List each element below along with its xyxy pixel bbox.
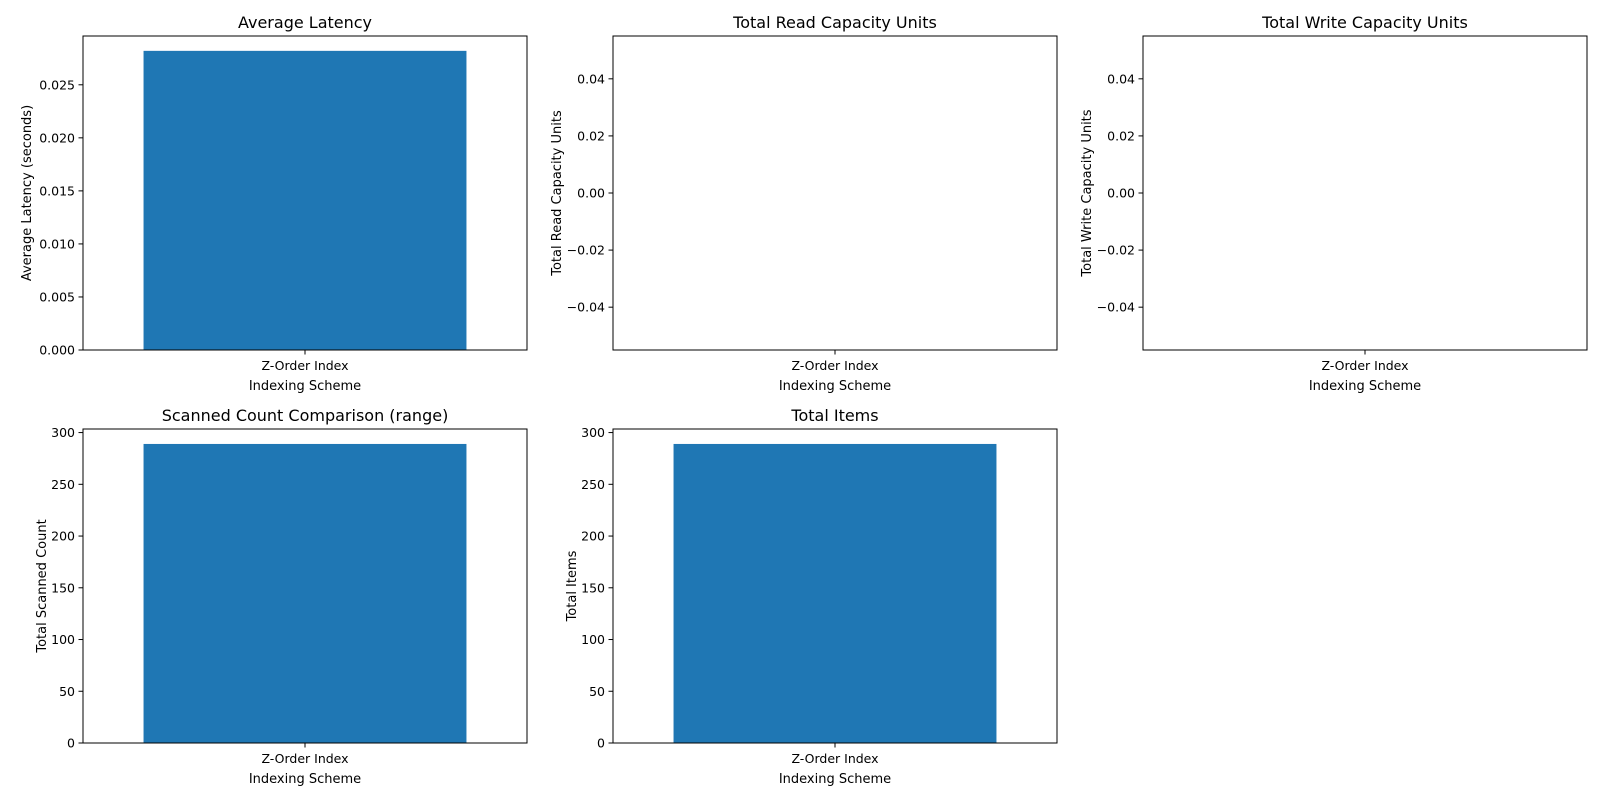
y-tick-label: 150 [581, 580, 605, 595]
y-tick-label: 0 [597, 736, 605, 751]
x-tick-label: Z-Order Index [261, 751, 348, 766]
x-axis-label: Indexing Scheme [249, 772, 361, 787]
y-tick-label: 0.02 [1107, 128, 1135, 143]
x-axis-label: Indexing Scheme [249, 379, 361, 394]
y-tick-label: 0.015 [39, 183, 75, 198]
y-axis-label: Total Items [565, 550, 580, 622]
y-axis-label: Average Latency (seconds) [20, 105, 35, 281]
y-axis-label: Total Write Capacity Units [1080, 109, 1095, 277]
y-tick-label: −0.04 [1097, 300, 1135, 315]
y-tick-label: 0.020 [39, 130, 75, 145]
axes-frame [82, 35, 528, 351]
chart-title: Total Items [790, 406, 878, 425]
axes-frame [612, 428, 1058, 744]
y-tick-label: 0 [67, 736, 75, 751]
y-tick-label: 250 [51, 477, 75, 492]
x-tick-label: Z-Order Index [791, 751, 878, 766]
axes-frame [82, 428, 528, 744]
chart-title: Average Latency [238, 13, 372, 32]
subplot-3: Z-Order Index −0.04 −0.02 0.00 0.02 0.04 Total… [1080, 13, 1588, 394]
x-tick-label: Z-Order Index [261, 358, 348, 373]
bar-z-order-index [673, 443, 997, 743]
subplot-5: Z-Order Index 0 50 100 150 200 250 300 Total Ite… [565, 406, 1058, 787]
axes-frame [1142, 35, 1588, 351]
y-axis-label: Total Scanned Count [35, 519, 50, 653]
chart-title: Total Write Capacity Units [1261, 13, 1468, 32]
y-tick-label: 200 [581, 529, 605, 544]
x-axis-label: Indexing Scheme [779, 379, 891, 394]
bar-z-order-index [143, 443, 467, 743]
y-tick-label: 50 [589, 684, 605, 699]
subplot-1: Z-Order Index 0.000 0.005 0.010 0.015 0.020 0.… [20, 13, 528, 394]
y-tick-label: 50 [59, 684, 75, 699]
y-tick-label: −0.04 [567, 300, 605, 315]
x-tick-label: Z-Order Index [791, 358, 878, 373]
y-tick-label: 300 [581, 425, 605, 440]
axes-frame [612, 35, 1058, 351]
y-tick-label: 100 [581, 632, 605, 647]
y-tick-label: 200 [51, 529, 75, 544]
y-tick-label: 0.000 [39, 343, 75, 358]
y-tick-label: 0.02 [577, 128, 605, 143]
bar-z-order-index [143, 50, 467, 351]
y-tick-label: 0.010 [39, 236, 75, 251]
y-tick-label: 150 [51, 580, 75, 595]
x-axis-label: Indexing Scheme [1309, 379, 1421, 394]
subplot-4: Z-Order Index 0 50 100 150 200 250 300 Scanned C… [35, 406, 528, 787]
y-tick-label: 0.005 [39, 289, 75, 304]
y-axis-label: Total Read Capacity Units [550, 110, 565, 277]
y-tick-label: 0.00 [1107, 186, 1135, 201]
y-tick-label: 250 [581, 477, 605, 492]
y-tick-label: −0.02 [567, 243, 605, 258]
y-tick-label: 0.04 [1107, 71, 1135, 86]
y-tick-label: 300 [51, 425, 75, 440]
y-tick-label: 0.04 [577, 71, 605, 86]
x-axis-label: Indexing Scheme [779, 772, 891, 787]
y-tick-label: 0.00 [577, 186, 605, 201]
y-tick-label: −0.02 [1097, 243, 1135, 258]
subplot-2: Z-Order Index −0.04 −0.02 0.00 0.02 0.04 Total… [550, 13, 1058, 394]
chart-title: Scanned Count Comparison (range) [162, 406, 449, 425]
y-tick-label: 100 [51, 632, 75, 647]
x-tick-label: Z-Order Index [1321, 358, 1408, 373]
chart-title: Total Read Capacity Units [732, 13, 937, 32]
y-tick-label: 0.025 [39, 77, 75, 92]
